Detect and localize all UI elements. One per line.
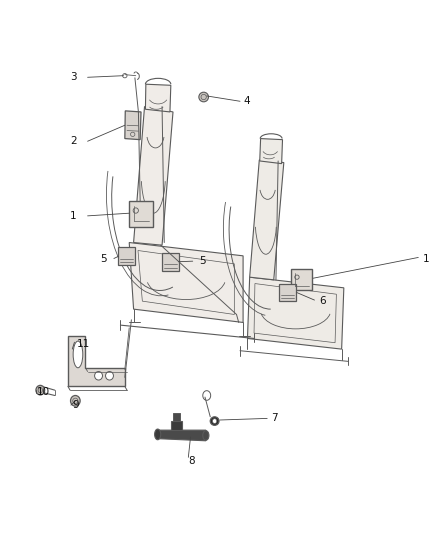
- Text: 9: 9: [72, 400, 79, 410]
- Text: 2: 2: [70, 136, 77, 146]
- Text: 7: 7: [272, 414, 278, 423]
- Text: 11: 11: [77, 339, 90, 349]
- Ellipse shape: [203, 431, 209, 440]
- Polygon shape: [134, 107, 173, 245]
- Polygon shape: [125, 111, 141, 140]
- Polygon shape: [158, 430, 206, 441]
- Text: 1: 1: [423, 254, 429, 263]
- FancyBboxPatch shape: [129, 201, 153, 227]
- Polygon shape: [173, 413, 180, 421]
- Ellipse shape: [71, 395, 80, 406]
- Text: 10: 10: [37, 387, 50, 397]
- Polygon shape: [129, 243, 243, 322]
- Polygon shape: [260, 139, 283, 164]
- Ellipse shape: [36, 385, 45, 395]
- Polygon shape: [247, 277, 344, 349]
- FancyBboxPatch shape: [291, 269, 312, 290]
- Text: 3: 3: [70, 72, 77, 82]
- Text: 1: 1: [70, 211, 77, 221]
- FancyBboxPatch shape: [162, 253, 179, 271]
- Text: 6: 6: [320, 296, 326, 306]
- Text: 4: 4: [243, 96, 250, 106]
- Ellipse shape: [199, 92, 208, 102]
- Polygon shape: [250, 160, 284, 280]
- FancyBboxPatch shape: [279, 284, 296, 301]
- Ellipse shape: [106, 372, 113, 380]
- Polygon shape: [171, 421, 182, 430]
- Ellipse shape: [95, 372, 102, 380]
- FancyBboxPatch shape: [118, 247, 135, 265]
- Text: 5: 5: [199, 256, 206, 266]
- Text: 5: 5: [101, 254, 107, 263]
- Ellipse shape: [73, 341, 83, 368]
- Text: 8: 8: [188, 456, 195, 466]
- Ellipse shape: [210, 417, 219, 425]
- Polygon shape: [68, 336, 125, 386]
- Polygon shape: [145, 84, 171, 112]
- Ellipse shape: [212, 419, 217, 423]
- Ellipse shape: [155, 429, 161, 440]
